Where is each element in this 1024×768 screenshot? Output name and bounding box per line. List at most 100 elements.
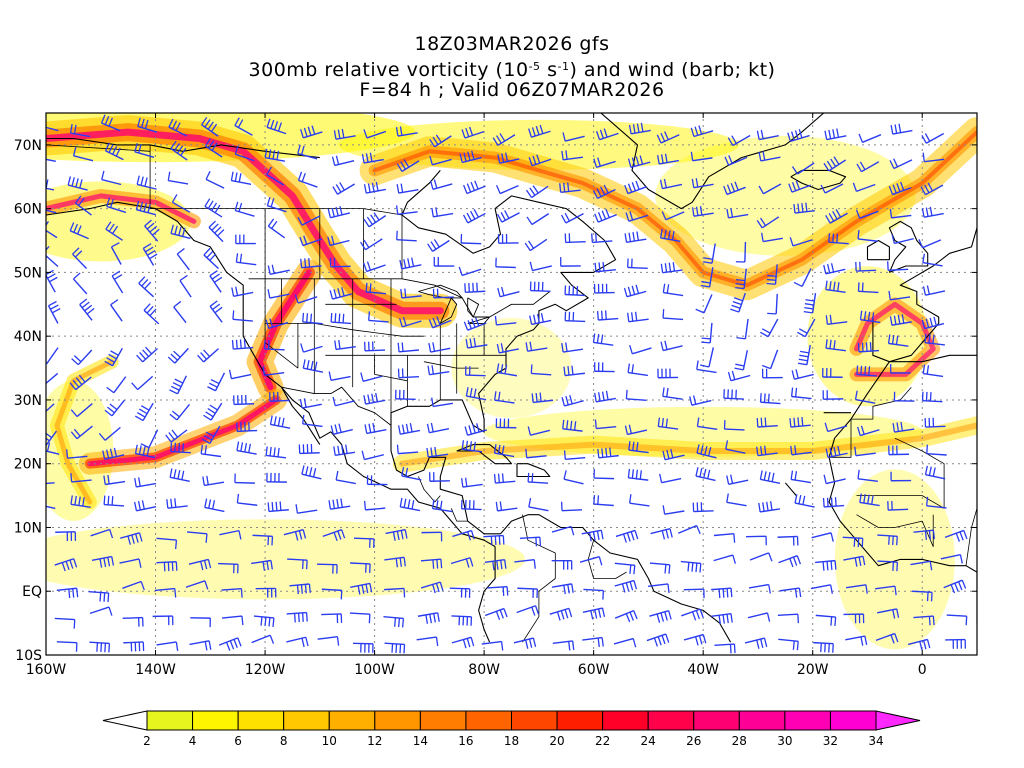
vorticity-region [46,380,114,521]
border-alaska [46,144,151,152]
wind-barb [71,349,93,366]
wind-barb [696,360,717,374]
wind-barb [803,293,817,314]
wind-barb [364,341,386,352]
wind-barb [231,286,254,297]
wind-barb [350,582,373,595]
wind-barb [363,181,386,194]
wind-barb [597,447,619,459]
border-africa [856,514,934,547]
wind-barb [924,465,946,480]
wind-barb [681,608,704,621]
wind-barb [815,614,837,627]
wind-barb [875,632,899,644]
wind-barb [627,155,651,168]
wind-barb [593,362,615,373]
wind-barb [736,318,749,340]
wind-barb [593,283,615,294]
wind-barb [166,498,188,509]
wind-barb [334,339,356,351]
wind-barb [756,216,780,229]
wind-barb [396,230,417,242]
wind-barb [530,364,552,376]
wind-barb [449,587,471,598]
wind-barb [797,318,816,338]
wind-barb [134,142,155,158]
wind-barb [777,535,799,546]
wind-barb [328,498,351,510]
wind-barb [361,152,384,164]
coastline-greenland [600,113,825,210]
wind-barb [889,158,913,170]
wind-barb [922,364,944,378]
wind-barb [747,612,771,622]
wind-barb [399,257,422,270]
wind-barb [431,499,453,513]
wind-barb [255,587,277,598]
wind-barb [857,342,880,353]
wind-barb [591,233,613,244]
wind-barb [234,473,255,484]
wind-barb [689,395,712,406]
lat-label: 10S [15,648,42,664]
wind-barb [464,282,486,293]
wind-barb [727,134,751,147]
wind-barb [321,613,343,624]
wind-barb [143,303,160,325]
coastline-africa [828,361,977,624]
wind-barb [286,611,308,623]
lon-label: 100W [354,662,395,678]
wind-barb [854,390,876,404]
wind-barb [420,558,443,569]
wind-barb [790,445,812,456]
wind-barb [429,472,450,482]
wind-barb [563,365,585,377]
wind-barb [593,495,614,507]
wind-barb [582,636,604,648]
wind-barb [137,117,158,133]
wind-barb [267,218,286,239]
wind-barb [711,612,733,625]
wind-barb [564,233,586,244]
wind-barb [662,283,684,297]
wind-barb [170,442,191,454]
wind-barb [384,556,406,568]
wind-barb [427,365,450,376]
wind-barb [924,417,946,428]
colorbar-swatch [465,710,512,731]
wind-barb [843,555,866,567]
wind-barb [395,205,418,216]
wind-barb [416,636,439,647]
wind-barb [945,638,966,649]
vorticity-streak [87,397,279,467]
wind-barb [922,152,945,163]
wind-barb [169,403,191,421]
wind-barb [384,587,406,598]
wind-barb [103,474,126,486]
wind-barb [429,179,453,191]
wind-barb [893,391,915,402]
wind-barb [429,134,452,148]
wind-barb [759,470,781,485]
wind-barb [209,270,223,293]
wind-barb [561,395,584,407]
wind-barb [401,466,422,481]
wind-barb [297,171,318,188]
wind-barb [89,641,111,653]
wind-barb [614,579,638,593]
wind-barb [788,180,811,193]
colorbar-label: 12 [367,734,382,748]
wind-barb [169,375,187,395]
wind-barb [683,588,705,599]
wind-barb [761,349,779,370]
wind-barb [352,642,374,653]
wind-barb [251,634,275,644]
wind-barb [72,146,94,162]
wind-barb [778,638,799,651]
wind-barb [201,117,219,137]
colorbar-label: 6 [234,734,242,748]
wind-barb [889,208,912,219]
wind-barb [495,501,518,512]
colorbar-label: 16 [458,734,473,748]
